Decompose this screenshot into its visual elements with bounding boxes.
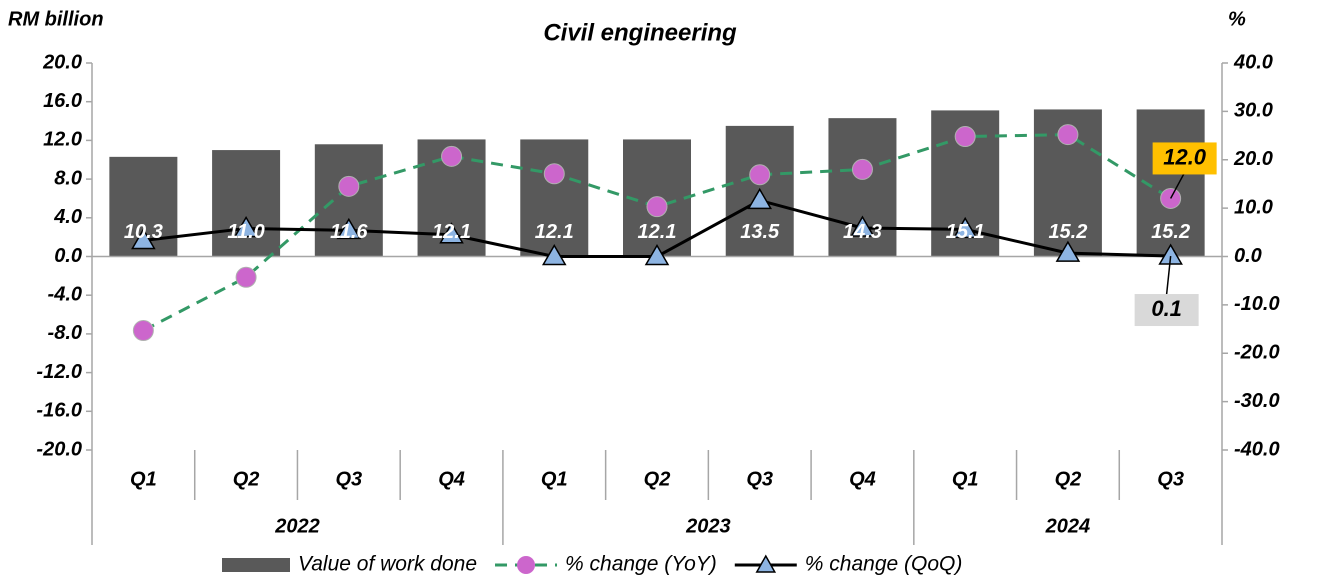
y2-tick-label: 20.0	[1233, 148, 1273, 170]
y2-tick-label: 0.0	[1234, 245, 1262, 267]
x-tick-label: Q1	[952, 468, 979, 490]
y-tick-label: 4.0	[53, 206, 82, 228]
x-tick-label: Q4	[438, 468, 465, 490]
legend-marker	[755, 554, 777, 573]
marker	[952, 216, 978, 239]
y2-tick-label: 40.0	[1233, 51, 1273, 73]
y-tick-label: 12.0	[43, 129, 82, 151]
marker	[749, 164, 771, 186]
legend-label: % change (YoY)	[565, 553, 717, 576]
legend-marker	[517, 556, 536, 574]
y2-tick-label: -40.0	[1234, 438, 1280, 460]
year-label: 2022	[274, 515, 320, 537]
y-tick-label: 20.0	[42, 51, 82, 73]
data-label: 11.0	[227, 221, 264, 243]
legend-label: Value of work done	[298, 553, 477, 576]
marker	[541, 244, 567, 266]
data-label: 12.1	[638, 221, 677, 243]
y-tick-label: -12.0	[36, 361, 82, 383]
marker	[851, 158, 873, 180]
y2-tick-label: -30.0	[1234, 390, 1280, 412]
x-tick-label: Q2	[644, 468, 671, 490]
y-tick-label: 16.0	[43, 90, 82, 112]
callout-box	[1152, 142, 1217, 175]
x-tick-label: Q3	[746, 468, 773, 490]
x-tick-label: Q2	[233, 468, 260, 490]
y2-tick-label: -10.0	[1234, 293, 1280, 315]
y-tick-label: 8.0	[54, 167, 82, 189]
marker	[132, 320, 154, 342]
legend-label: % change (QoQ)	[805, 553, 963, 576]
data-label: 14.3	[843, 221, 882, 243]
x-tick-label: Q1	[541, 468, 568, 490]
data-label: 12.1	[535, 221, 574, 243]
data-label: 15.1	[946, 221, 985, 243]
data-label: 12.1	[432, 221, 471, 243]
marker	[954, 126, 976, 148]
marker	[336, 217, 362, 240]
y-tick-label: -20.0	[36, 438, 82, 460]
y2-tick-label: -20.0	[1234, 342, 1280, 364]
data-label: 11.6	[330, 221, 368, 243]
marker	[543, 163, 565, 185]
callout-label: 0.1	[1151, 296, 1182, 321]
marker	[850, 215, 875, 237]
marker	[235, 266, 257, 288]
year-label: 2024	[1045, 515, 1091, 537]
year-label: 2023	[685, 515, 731, 537]
x-tick-label: Q2	[1055, 468, 1082, 490]
y2-tick-label: 30.0	[1234, 100, 1273, 122]
y-tick-label: -8.0	[48, 322, 82, 344]
y-tick-label: -4.0	[48, 283, 82, 305]
marker	[441, 145, 463, 167]
y-tick-label: -16.0	[36, 400, 82, 422]
y-tick-label: 0.0	[54, 245, 82, 267]
data-label: 10.3	[124, 221, 163, 243]
y-axis-label: RM billion	[8, 8, 104, 30]
callout-leader	[1169, 172, 1186, 199]
data-label: 13.5	[740, 221, 780, 243]
bar	[212, 150, 281, 257]
x-tick-label: Q3	[1157, 468, 1184, 490]
marker	[439, 222, 464, 244]
y2-axis-label: %	[1228, 8, 1246, 30]
x-tick-label: Q3	[335, 468, 362, 490]
chart-title: Civil engineering	[543, 19, 737, 46]
x-tick-label: Q1	[130, 468, 157, 490]
callout-leader	[1165, 255, 1172, 295]
marker	[1055, 240, 1081, 262]
y2-tick-label: 10.0	[1234, 196, 1273, 218]
data-label: 15.2	[1151, 221, 1190, 243]
data-label: 15.2	[1048, 221, 1087, 243]
marker	[1057, 124, 1079, 146]
marker	[338, 175, 360, 197]
legend-swatch	[222, 558, 290, 572]
marker	[1158, 243, 1183, 265]
bar	[520, 139, 589, 257]
marker	[131, 228, 156, 250]
marker	[644, 244, 670, 266]
marker	[646, 196, 668, 218]
marker	[747, 187, 773, 210]
callout-label: 12.0	[1163, 144, 1207, 169]
marker	[233, 215, 259, 238]
callout-box	[1134, 294, 1199, 327]
x-tick-label: Q4	[849, 468, 876, 490]
